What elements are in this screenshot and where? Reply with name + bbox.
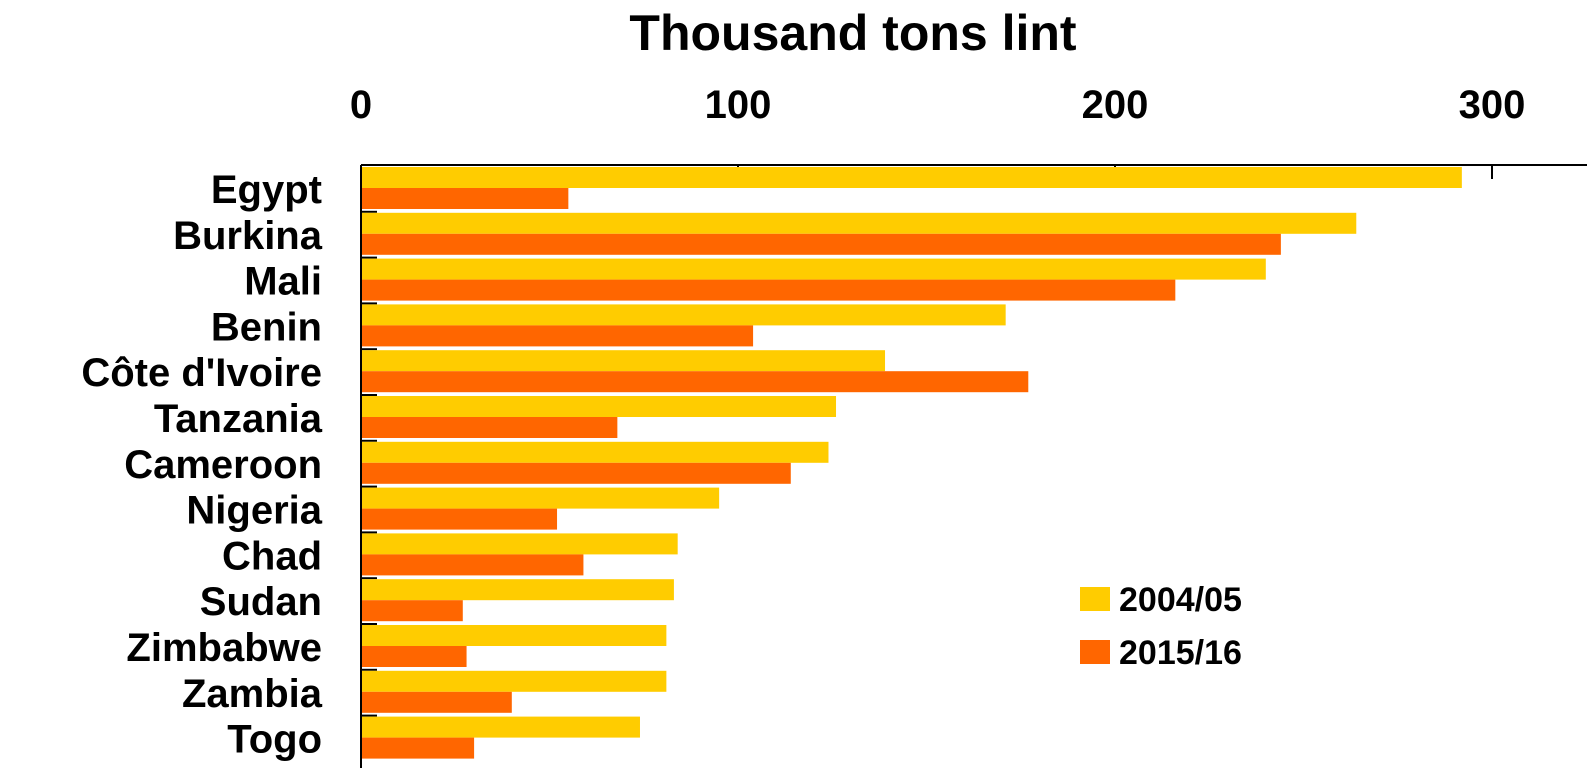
bar-2004-05 <box>362 487 720 509</box>
category-label: Cameroon <box>124 443 322 487</box>
x-tick-label: 0 <box>350 83 372 127</box>
legend-swatch <box>1080 587 1110 611</box>
category-label: Mali <box>244 260 322 304</box>
bar-2015-16 <box>362 691 512 713</box>
category-label: Nigeria <box>186 489 322 533</box>
bar-2015-16 <box>362 737 475 759</box>
bar-2004-05 <box>362 167 1462 188</box>
bar-2015-16 <box>362 462 791 484</box>
category-label: Côte d'Ivoire <box>81 351 322 395</box>
bar-2015-16 <box>362 371 1029 393</box>
bar-2004-05 <box>362 716 640 738</box>
bar-2004-05 <box>362 579 674 601</box>
bar-2004-05 <box>362 350 886 372</box>
bar-2004-05 <box>362 625 667 646</box>
x-tick-label: 100 <box>705 83 772 127</box>
legend: 2004/05 2015/16 <box>1080 581 1242 672</box>
bar-2015-16 <box>362 646 467 667</box>
bar-2015-16 <box>362 233 1281 255</box>
category-label: Zimbabwe <box>126 626 322 670</box>
legend-swatch <box>1080 640 1110 664</box>
bar-2015-16 <box>362 600 463 622</box>
category-label: Sudan <box>200 580 322 624</box>
x-axis: 0 100 200 300 <box>350 83 1587 768</box>
bar-2015-16 <box>362 417 618 438</box>
chart-title: Thousand tons lint <box>629 5 1077 61</box>
bar-2015-16 <box>362 325 754 347</box>
legend-label: 2015/16 <box>1119 634 1242 672</box>
bar-2015-16 <box>362 279 1176 301</box>
bar-2004-05 <box>362 533 678 555</box>
bar-2015-16 <box>362 554 584 576</box>
category-label: Benin <box>211 305 322 349</box>
bar-2004-05 <box>362 441 829 463</box>
category-label: Togo <box>227 718 322 762</box>
bar-2004-05 <box>362 258 1266 280</box>
category-label: Egypt <box>211 168 322 212</box>
category-label: Burkina <box>173 214 323 258</box>
legend-label: 2004/05 <box>1119 581 1242 619</box>
bars <box>362 167 1462 759</box>
category-label: Chad <box>222 534 322 578</box>
bar-2015-16 <box>362 508 558 530</box>
bar-2004-05 <box>362 212 1357 234</box>
category-label: Tanzania <box>154 397 323 441</box>
bar-2004-05 <box>362 396 837 417</box>
category-label: Zambia <box>182 672 323 716</box>
bar-2004-05 <box>362 304 1006 326</box>
x-tick-label: 200 <box>1082 83 1149 127</box>
bar-2015-16 <box>362 188 569 209</box>
x-tick-label: 300 <box>1459 83 1526 127</box>
bar-2004-05 <box>362 670 667 692</box>
